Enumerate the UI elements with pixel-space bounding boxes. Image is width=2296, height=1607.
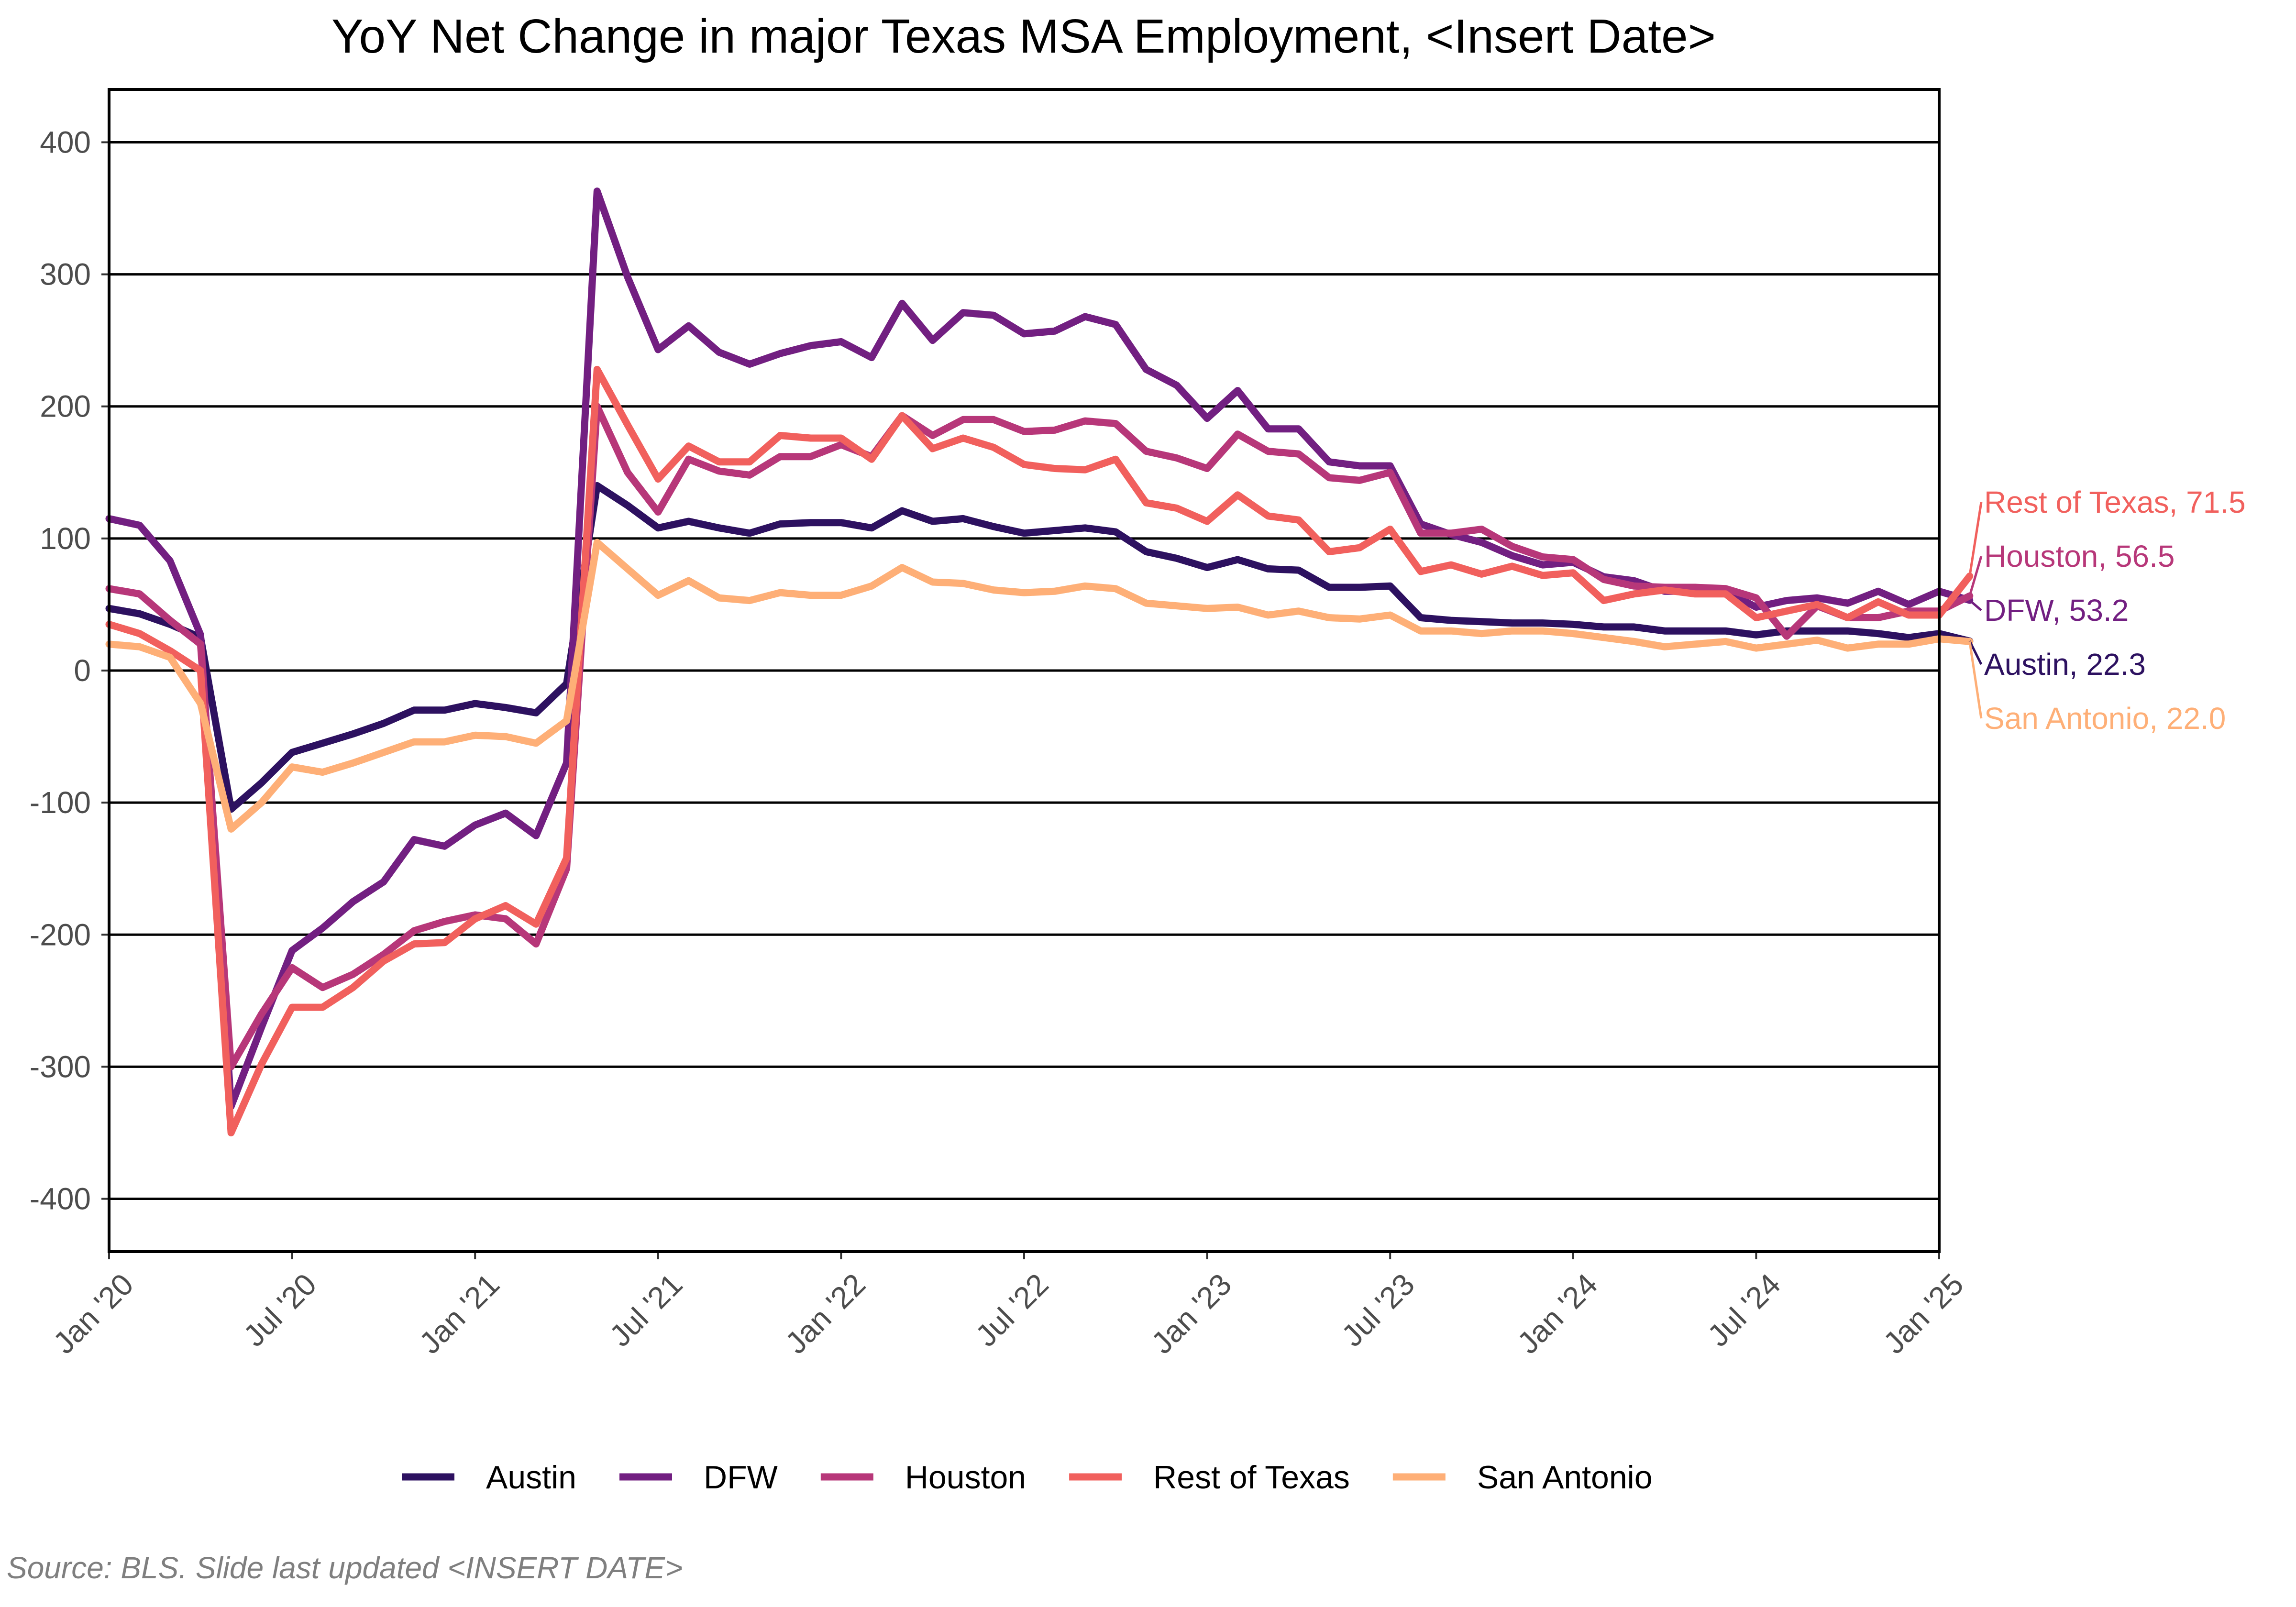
gridlines xyxy=(109,141,1939,1200)
x-tick-label: Jul '20 xyxy=(237,1267,323,1353)
legend-label: Rest of Texas xyxy=(1153,1459,1350,1496)
plot-border xyxy=(108,88,1941,1253)
x-tick-label: Jan '23 xyxy=(1145,1267,1238,1360)
y-tick-label: -400 xyxy=(30,1182,91,1216)
end-label: Rest of Texas, 71.5 xyxy=(1984,485,2246,519)
legend-label: Houston xyxy=(905,1459,1026,1496)
x-tick-label: Jan '21 xyxy=(412,1267,506,1360)
end-label-leader xyxy=(1969,599,1982,611)
end-label: Austin, 22.3 xyxy=(1984,647,2146,682)
x-tick-label: Jan '20 xyxy=(46,1267,140,1360)
x-tick-label: Jan '22 xyxy=(779,1267,872,1360)
end-label: San Antonio, 22.0 xyxy=(1984,701,2226,736)
series-lines xyxy=(105,187,1974,1136)
end-label-leader xyxy=(1968,502,1983,576)
series-line-rest-of-texas xyxy=(105,365,1974,1136)
x-axis-ticks: Jan '20 Jul '20 Jan '21 Jul '21 Jan '22 Jul '… xyxy=(46,1252,1970,1360)
y-tick-label: -300 xyxy=(30,1049,91,1084)
x-tick-label: Jul '24 xyxy=(1701,1267,1787,1353)
chart-title: YoY Net Change in major Texas MSA Employ… xyxy=(331,10,1716,63)
x-tick-label: Jul '21 xyxy=(603,1267,689,1353)
end-label-leader xyxy=(1968,556,1983,596)
x-tick-label: Jul '23 xyxy=(1335,1267,1421,1353)
end-label: Houston, 56.5 xyxy=(1984,539,2175,573)
y-tick-label: 0 xyxy=(74,653,91,688)
end-label-leader xyxy=(1968,641,1983,719)
end-labels: Rest of Texas, 71.5 Houston, 56.5 DFW, 53.… xyxy=(1968,485,2246,736)
series-line-san-antonio xyxy=(105,539,1974,833)
x-tick-label: Jan '24 xyxy=(1511,1267,1604,1360)
legend: Austin DFW Houston Rest of Texas San Antonio xyxy=(402,1459,1653,1496)
x-tick-label: Jul '22 xyxy=(969,1267,1055,1353)
end-label: DFW, 53.2 xyxy=(1984,593,2129,627)
y-tick-label: 400 xyxy=(40,125,91,159)
y-axis-ticks: -400 -300 -200 -100 0 100 200 300 400 xyxy=(30,125,109,1216)
y-tick-label: -200 xyxy=(30,917,91,952)
y-tick-label: -100 xyxy=(30,785,91,820)
y-tick-label: 300 xyxy=(40,257,91,292)
x-tick-label: Jan '25 xyxy=(1877,1267,1970,1360)
legend-label: DFW xyxy=(704,1459,778,1496)
legend-label: Austin xyxy=(486,1459,576,1496)
legend-label: San Antonio xyxy=(1477,1459,1653,1496)
source-note: Source: BLS. Slide last updated <INSERT … xyxy=(7,1551,683,1585)
series-line-houston xyxy=(105,403,1974,1070)
y-tick-label: 100 xyxy=(40,521,91,556)
y-tick-label: 200 xyxy=(40,389,91,424)
end-label-leader xyxy=(1968,640,1983,665)
series-line-dfw xyxy=(105,187,1974,1110)
series-line-austin xyxy=(105,482,1974,813)
